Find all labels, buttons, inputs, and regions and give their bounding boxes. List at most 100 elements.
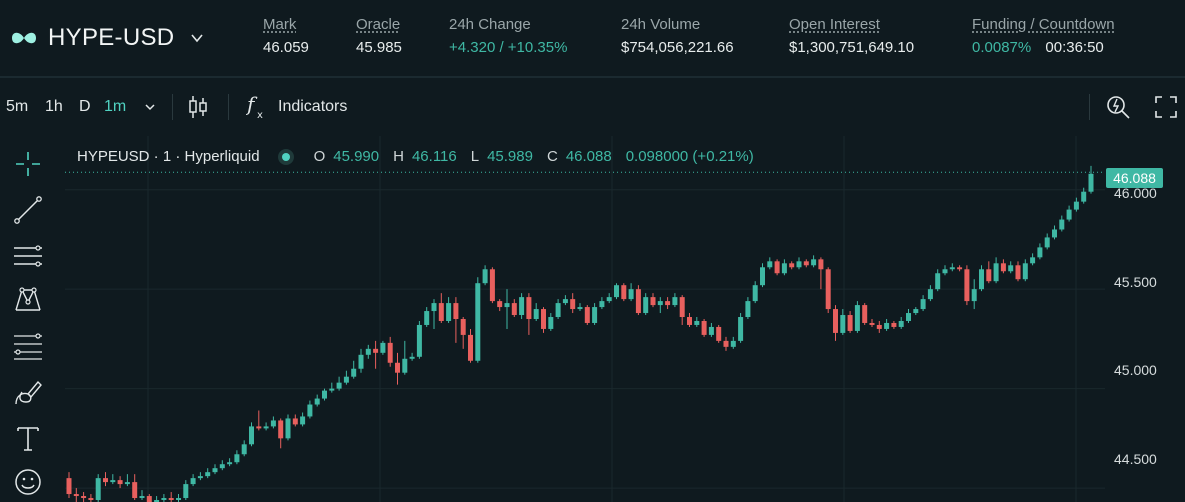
timeframe-chevron-down-icon[interactable] [144, 101, 156, 113]
timeframe-1h[interactable]: 1h [45, 98, 63, 115]
candle-body [81, 496, 87, 499]
candle-body [723, 340, 729, 347]
candle-body [781, 263, 787, 274]
candle-body [278, 420, 284, 439]
candle-body [862, 305, 868, 323]
candle-body [431, 303, 437, 312]
candle-body [548, 317, 554, 329]
candle-body [986, 269, 992, 282]
stat-oracle: Oracle 45.985 [356, 16, 402, 56]
candle-body [774, 261, 780, 274]
funding-rate: 0.0087% [972, 39, 1032, 56]
svg-text:x: x [257, 110, 263, 121]
last-price-tag: 46.088 [1106, 168, 1163, 188]
legend-change: 0.098000 (+0.21%) [625, 148, 754, 165]
crosshair-icon[interactable] [12, 148, 44, 180]
stat-value: 45.985 [356, 39, 402, 56]
fullscreen-icon[interactable] [1155, 96, 1177, 118]
candle-body [840, 315, 846, 333]
candle-body [263, 426, 269, 429]
candle-body [329, 388, 335, 391]
candle-body [511, 303, 517, 316]
timeframe-1m[interactable]: 1m [104, 98, 127, 115]
candle-body [190, 478, 196, 485]
candle-body [614, 285, 619, 298]
candle-body [380, 342, 386, 353]
candle-body [453, 303, 459, 319]
emoji-icon[interactable] [12, 466, 44, 498]
y-axis-tick: 44.500 [1114, 451, 1157, 467]
stat-value: 46.059 [263, 39, 309, 56]
candle-body [1015, 265, 1021, 280]
candle-body [876, 324, 882, 329]
candle-body [708, 326, 714, 335]
candle-body [789, 263, 795, 268]
candle-body [1022, 263, 1028, 280]
pair-name: HYPE-USD [48, 24, 175, 51]
candle-body [584, 307, 590, 323]
candle-body [146, 496, 152, 502]
candle-body [241, 444, 247, 455]
stat-24h-change: 24h Change +4.320 / +10.35% [449, 16, 567, 56]
candle-body [555, 303, 561, 318]
candle-body [1081, 191, 1087, 202]
funding-countdown: 00:36:50 [1045, 39, 1104, 56]
text-tool-icon[interactable] [12, 422, 44, 454]
legend-low: 45.989 [487, 148, 533, 165]
timeframe-5m[interactable]: 5m [6, 98, 29, 115]
horizontal-lines-icon[interactable] [12, 240, 44, 272]
drawing-toolbar [0, 136, 56, 502]
candle-body [1088, 173, 1094, 192]
toolbar-divider [172, 94, 173, 120]
candle-body [541, 309, 546, 329]
candle-body [803, 261, 809, 266]
candle-body [438, 303, 444, 321]
chart-legend: HYPEUSD · 1 · Hyperliquid O 45.990 H 46.11… [77, 148, 760, 165]
candle-body [139, 496, 145, 499]
stat-mark: Mark 46.059 [263, 16, 309, 56]
pattern-icon[interactable] [12, 284, 44, 316]
candle-body [168, 498, 174, 501]
candle-body [796, 261, 802, 268]
candle-body [395, 362, 400, 373]
fib-retracement-icon[interactable] [12, 330, 44, 362]
legend-close: 46.088 [565, 148, 612, 165]
stat-label[interactable]: Oracle [356, 16, 401, 33]
candle-body [402, 358, 408, 373]
candle-body [373, 348, 379, 353]
candle-body [577, 307, 583, 310]
candle-body [643, 297, 649, 314]
candle-body [854, 305, 860, 331]
trend-line-icon[interactable] [12, 194, 44, 226]
quick-search-icon[interactable] [1105, 94, 1131, 120]
indicators-button[interactable]: f x Indicators [246, 92, 347, 122]
stat-value: +4.320 / +10.35% [449, 39, 568, 56]
stat-label[interactable]: Open Interest [789, 16, 880, 33]
candle-body [66, 478, 72, 495]
pair-selector[interactable]: HYPE-USD [10, 20, 204, 56]
candle-body [570, 299, 576, 310]
candle-body [920, 299, 926, 310]
candle-body [562, 299, 568, 304]
candle-body [387, 342, 393, 363]
price-chart[interactable] [65, 136, 1105, 502]
stat-value: $1,300,751,649.10 [789, 39, 915, 56]
legend-symbol[interactable]: HYPEUSD · 1 · Hyperliquid [77, 148, 260, 165]
candle-body [526, 297, 532, 319]
candle-body [307, 404, 313, 417]
candle-body [504, 303, 510, 308]
stat-label[interactable]: Funding / Countdown [972, 16, 1115, 33]
candle-body [847, 315, 853, 331]
legend-open-key: O [313, 148, 326, 165]
stat-value: $754,056,221.66 [621, 39, 734, 56]
candle-body [913, 309, 919, 314]
timeframe-d[interactable]: D [79, 98, 91, 115]
candle-body [657, 301, 663, 306]
candle-body [687, 317, 692, 325]
candle-body [745, 301, 751, 318]
brush-icon[interactable] [12, 376, 44, 408]
candle-body [927, 289, 933, 300]
stat-label[interactable]: Mark [263, 16, 297, 33]
candles-icon[interactable] [186, 94, 210, 120]
candle-body [1066, 209, 1072, 220]
